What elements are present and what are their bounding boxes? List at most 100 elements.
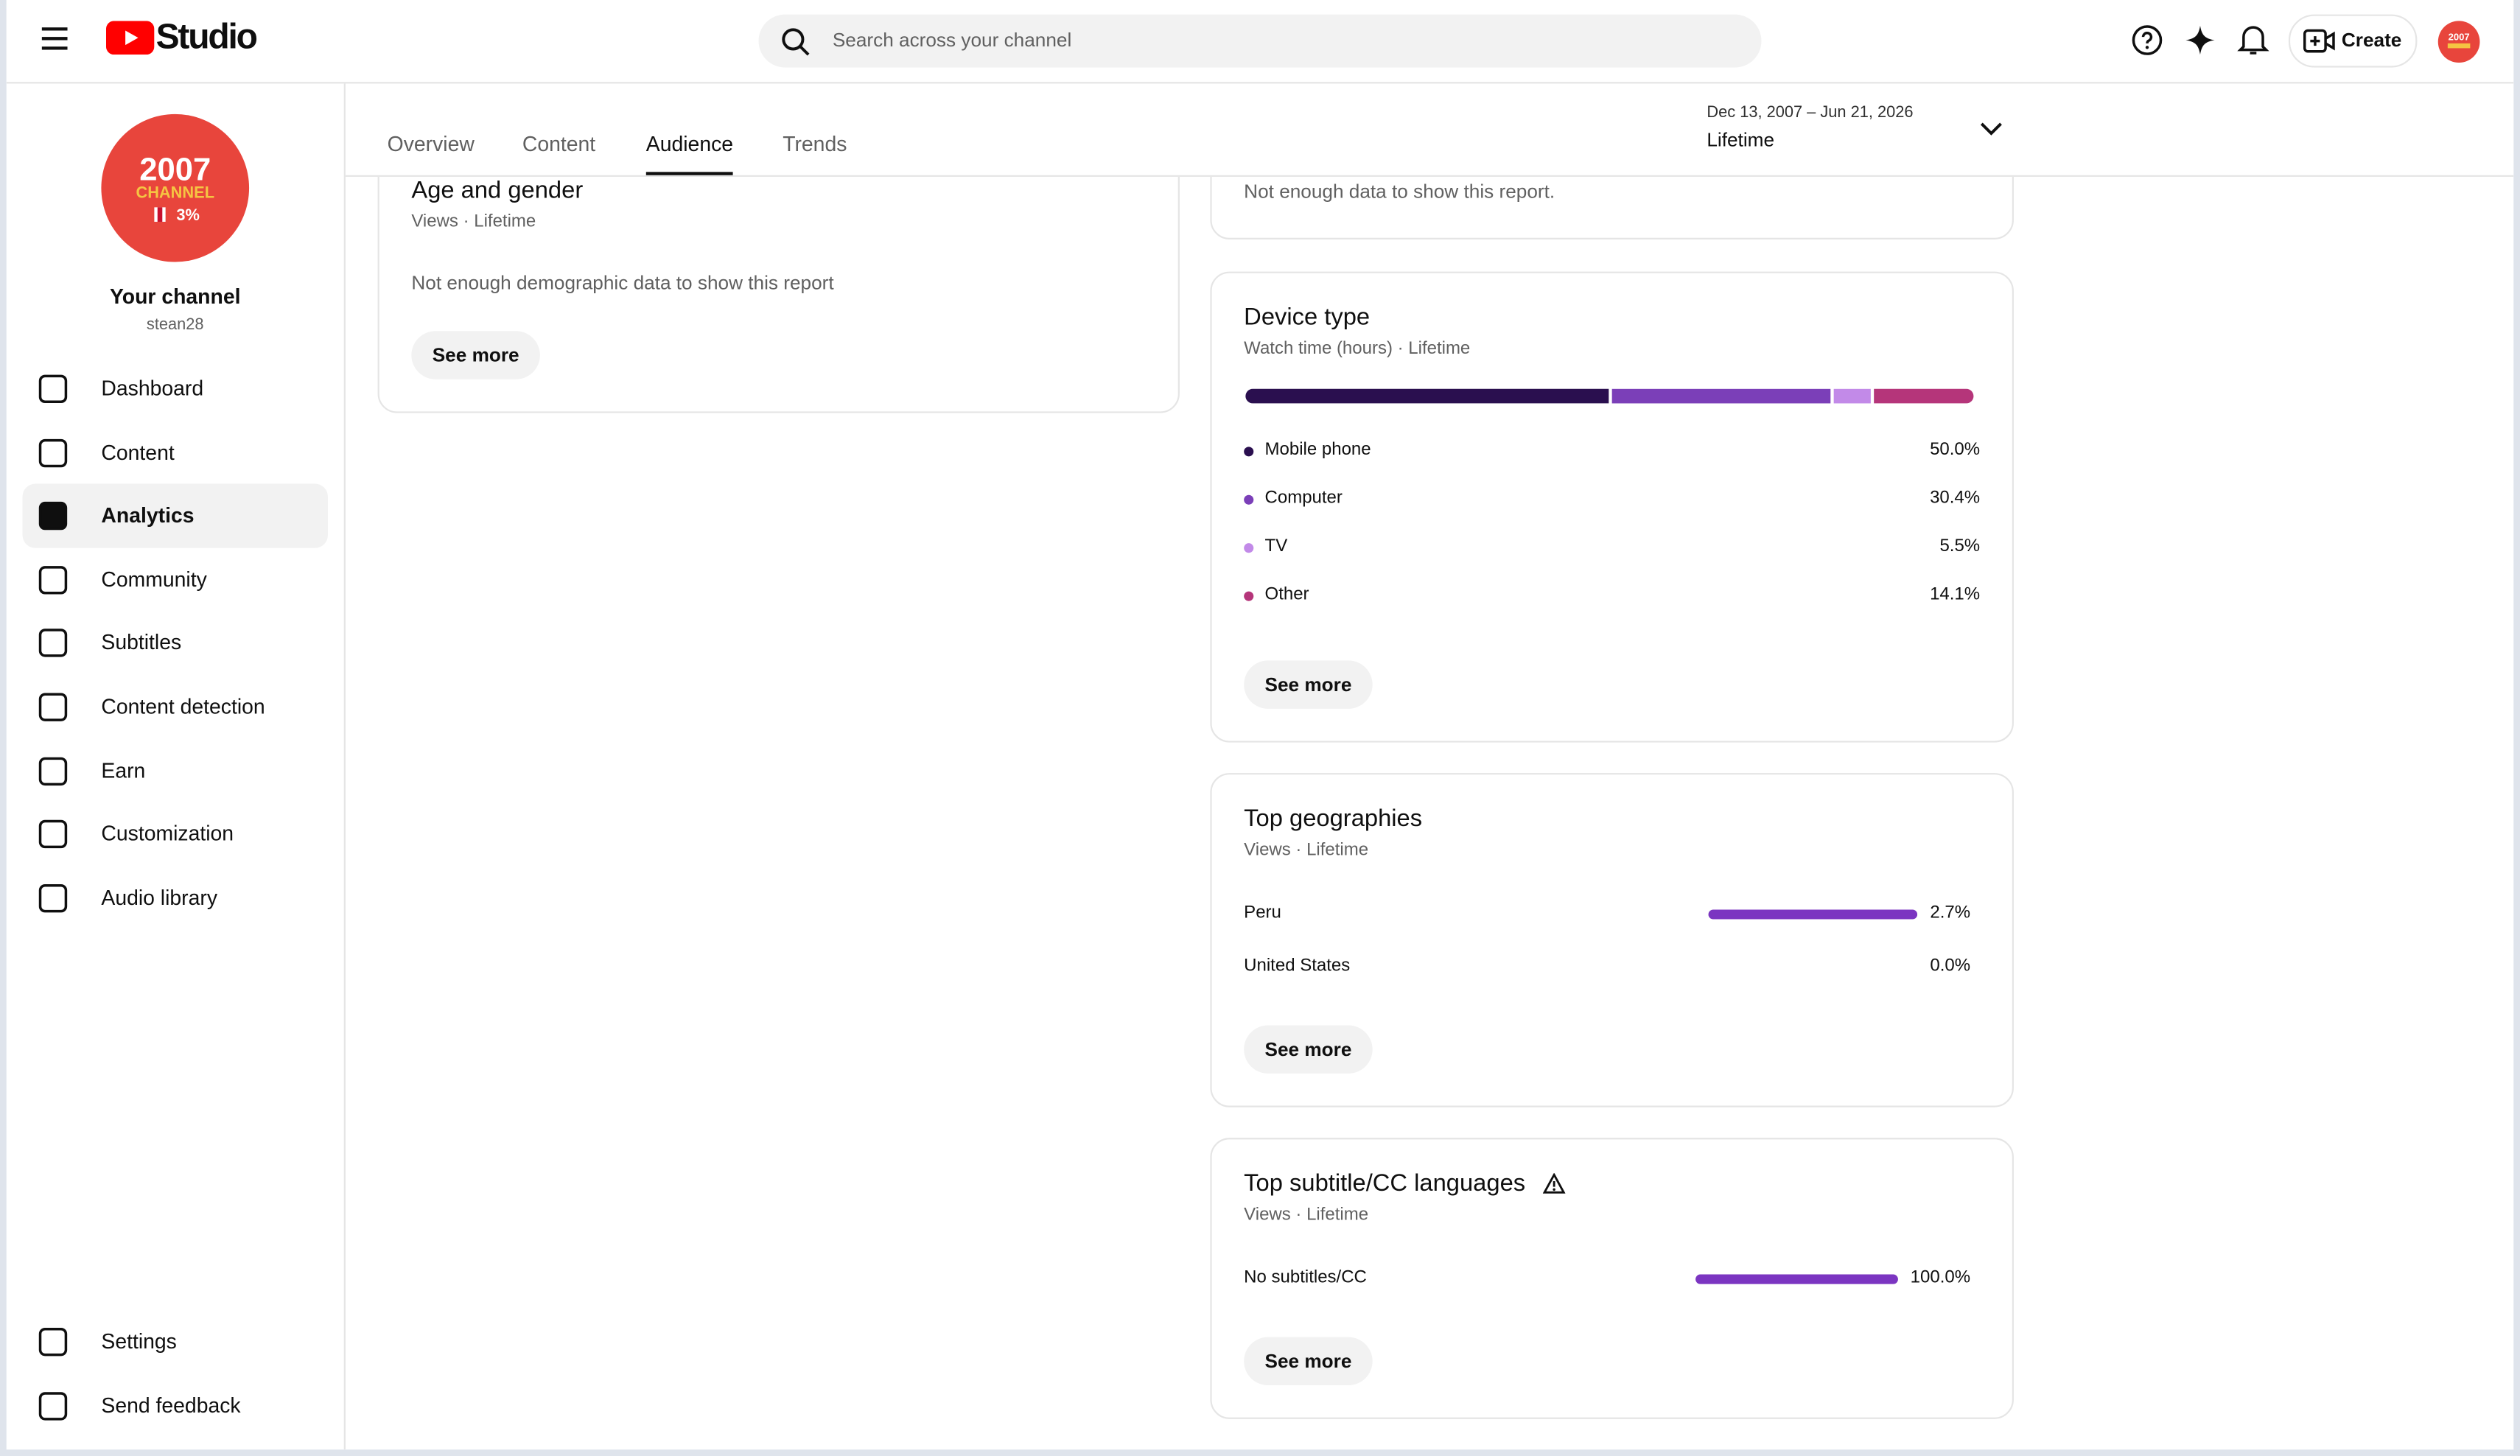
card-message: Not enough demographic data to show this…	[411, 271, 834, 295]
create-button[interactable]: Create	[2288, 14, 2418, 68]
legend-name: TV	[1264, 536, 1288, 556]
row-value: 0.0%	[1930, 956, 1971, 976]
svg-text:2007: 2007	[2449, 32, 2470, 43]
logo-text[interactable]: Studio	[155, 15, 258, 57]
see-more-button[interactable]: See more	[1244, 1337, 1373, 1386]
device-segment	[1611, 388, 1830, 404]
nav-label[interactable]: Settings	[101, 1329, 177, 1354]
nav-icon[interactable]	[37, 627, 69, 659]
legend-value: 14.1%	[1930, 584, 1981, 605]
card-subtitle: Views · Lifetime	[1244, 1205, 1369, 1225]
tab[interactable]: Overview	[387, 131, 475, 156]
card-subtitle: Watch time (hours) · Lifetime	[1244, 339, 1471, 359]
icon-shape	[38, 693, 68, 721]
menu-icon[interactable]	[41, 27, 68, 50]
nav-icon[interactable]	[37, 691, 69, 724]
nav-icon[interactable]	[37, 436, 69, 469]
channel-handle: stean28	[146, 316, 204, 335]
card-message: Not enough data to show this report.	[1244, 180, 1555, 203]
icon-shape	[38, 438, 68, 467]
icon-shape	[38, 820, 68, 849]
nav-icon[interactable]	[37, 882, 69, 914]
see-more-button[interactable]: See more	[411, 331, 540, 379]
row-bar	[1708, 909, 1918, 920]
nav-active-bg	[22, 483, 328, 549]
header: Studio Search across your channel Create…	[6, 0, 2514, 84]
nav-label[interactable]: Send feedback	[101, 1393, 241, 1418]
nav-icon[interactable]	[37, 1326, 69, 1358]
avatar-line3: 3%	[176, 206, 200, 224]
card-subtitle: Views · Lifetime	[1244, 840, 1369, 860]
see-more-button[interactable]: See more	[1244, 1025, 1373, 1074]
nav-icon[interactable]	[37, 755, 69, 787]
icon-shape	[38, 883, 68, 912]
card-title: Device type	[1244, 304, 1371, 332]
search-icon	[782, 28, 810, 56]
account-avatar[interactable]: 2007	[2437, 19, 2482, 64]
icon-shape	[38, 1392, 68, 1421]
device-segment	[1873, 388, 1974, 404]
legend-name: Computer	[1264, 489, 1343, 508]
date-range[interactable]: Dec 13, 2007 – Jun 21, 2026	[1707, 104, 1914, 122]
top-subtitles-card: Top subtitle/CC languages Views · Lifeti…	[1210, 1138, 2014, 1419]
legend-value: 50.0%	[1930, 440, 1981, 460]
legend-value: 30.4%	[1930, 489, 1981, 508]
tab[interactable]: Trends	[783, 131, 847, 156]
device-segment	[1833, 388, 1871, 404]
row-value: 100.0%	[1910, 1267, 1971, 1287]
tab[interactable]: Audience	[645, 131, 734, 156]
tab[interactable]: Content	[522, 131, 596, 156]
nav-label[interactable]: Analytics	[101, 503, 195, 528]
search-box[interactable]: Search across your channel	[758, 14, 1762, 68]
legend-value: 5.5%	[1939, 536, 1981, 556]
nav-icon[interactable]	[37, 1390, 69, 1423]
channel-title: Your channel	[109, 284, 241, 309]
nav-label[interactable]: Content	[101, 439, 175, 464]
nav-label[interactable]: Content detection	[101, 694, 265, 718]
nav-icon[interactable]	[37, 564, 69, 596]
nav-label[interactable]: Audio library	[101, 885, 218, 910]
nav-label[interactable]: Subtitles	[101, 630, 182, 655]
legend-dot	[1244, 543, 1254, 553]
avatar-line2: CHANNEL	[136, 183, 214, 201]
nav-icon[interactable]	[37, 500, 69, 533]
icon-shape	[38, 1327, 68, 1357]
notifications-icon[interactable]	[2237, 23, 2269, 57]
see-more-button[interactable]: See more	[1244, 660, 1373, 709]
row-name: No subtitles/CC	[1244, 1267, 1367, 1287]
tab-underline	[645, 172, 733, 175]
icon-shape	[38, 565, 68, 595]
nav-icon[interactable]	[37, 819, 69, 851]
help-icon[interactable]	[2131, 24, 2163, 57]
app: Studio Search across your channel Create…	[6, 0, 2514, 1450]
search-placeholder: Search across your channel	[832, 29, 1072, 52]
nav-label[interactable]: Dashboard	[101, 376, 204, 401]
legend-dot	[1244, 591, 1254, 601]
channel-avatar[interactable]: 2007 CHANNEL 3%	[99, 113, 251, 264]
card-subtitle: Views · Lifetime	[411, 211, 536, 232]
avatar-line1: 2007	[139, 152, 211, 187]
icon-shape	[38, 629, 68, 658]
spark-icon[interactable]	[2184, 24, 2216, 57]
icon-shape	[38, 502, 68, 531]
legend-dot	[1244, 447, 1254, 457]
card-title: Top geographies	[1244, 805, 1423, 833]
row-name: Peru	[1244, 903, 1281, 923]
nav-label[interactable]: Community	[101, 567, 207, 592]
date-label[interactable]: Lifetime	[1707, 128, 1775, 152]
row-value: 2.7%	[1930, 903, 1971, 923]
warning-icon[interactable]	[1542, 1173, 1566, 1194]
card-title: Top subtitle/CC languages	[1244, 1169, 1526, 1197]
device-type-card: Device type Watch time (hours) · Lifetim…	[1210, 271, 2014, 743]
nav-icon[interactable]	[37, 373, 69, 405]
logo-icon[interactable]	[105, 21, 155, 55]
icon-shape	[38, 374, 68, 403]
nav-label[interactable]: Customization	[101, 821, 234, 846]
dropdown-icon[interactable]	[1980, 122, 2003, 137]
nav-label[interactable]: Earn	[101, 757, 146, 783]
row-name: United States	[1244, 956, 1351, 976]
content: Age and gender Views · Lifetime Not enou…	[345, 83, 2514, 1449]
